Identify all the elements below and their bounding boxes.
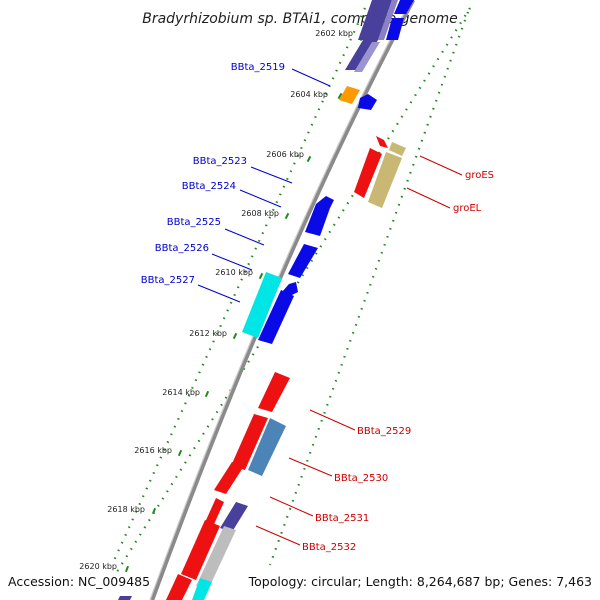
gene-feature — [368, 152, 402, 208]
gene-feature — [354, 42, 380, 72]
gene-feature — [358, 94, 377, 110]
gene-label: BBta_2526 — [155, 243, 209, 254]
gene-feature — [192, 578, 212, 600]
gene-feature — [339, 86, 360, 104]
kbp-major-ticks — [124, 34, 365, 573]
gene-feature — [305, 196, 334, 236]
gene-feature — [220, 502, 248, 532]
gene-feature — [288, 244, 318, 278]
gene-feature — [258, 372, 290, 412]
gene-feature — [258, 290, 294, 344]
tick-label: 2602 kbp — [315, 29, 353, 38]
accession-text: Accession: NC_009485 — [8, 574, 150, 589]
gene-feature — [394, 0, 414, 14]
gene-label: BBta_2530 — [334, 473, 388, 484]
tick-label: 2608 kbp — [241, 209, 279, 218]
tick-label: 2612 kbp — [189, 329, 227, 338]
tick-label: 2620 kbp — [79, 562, 117, 571]
gene-feature — [354, 148, 382, 198]
gene-feature — [378, 0, 398, 40]
tick-label: 2610 kbp — [215, 268, 253, 277]
gene-feature — [118, 596, 132, 600]
gene-feature — [166, 574, 192, 600]
gene-label: BBta_2525 — [167, 217, 221, 228]
gene-feature — [376, 136, 388, 148]
gene-label: groEL — [453, 203, 482, 214]
gene-label: BBta_2523 — [193, 156, 247, 167]
gene-label: BBta_2527 — [141, 275, 195, 286]
gene-feature — [358, 0, 392, 40]
right-gene-labels: groES groEL BBta_2529 BBta_2530 BBta_253… — [302, 170, 494, 553]
gene-label: BBta_2529 — [357, 426, 411, 437]
tick-label: 2606 kbp — [266, 150, 304, 159]
tick-label: 2604 kbp — [290, 90, 328, 99]
gene-feature — [242, 272, 282, 338]
map-title: Bradyrhizobium sp. BTAi1, complete genom… — [142, 11, 458, 27]
gene-feature — [248, 418, 286, 476]
gene-label: groES — [465, 170, 494, 181]
gene-features-right-strand — [192, 0, 414, 600]
tick-label: 2616 kbp — [134, 446, 172, 455]
gene-feature — [389, 142, 406, 156]
gene-features-left-strand — [118, 0, 398, 600]
gene-label: BBta_2531 — [315, 513, 369, 524]
gene-label: BBta_2524 — [182, 181, 236, 192]
gene-label: BBta_2519 — [231, 62, 285, 73]
tick-label: 2618 kbp — [107, 505, 145, 514]
kbp-tick-labels: 2602 kbp 2604 kbp 2606 kbp 2608 kbp 2610… — [79, 29, 353, 571]
left-leader-lines — [197, 68, 331, 303]
gene-feature — [214, 462, 244, 494]
outer-tick-ring — [114, 7, 471, 576]
gene-feature — [231, 414, 268, 470]
outer-ring-guide — [127, 0, 482, 578]
right-leader-lines — [255, 155, 463, 546]
left-gene-labels: BBta_2519 BBta_2523 BBta_2524 BBta_2525 … — [141, 62, 285, 286]
gene-feature — [181, 520, 220, 580]
genome-backbone — [149, 0, 415, 600]
backbone-highlight — [149, 0, 412, 600]
summary-text: Topology: circular; Length: 8,264,687 bp… — [248, 574, 592, 589]
gene-feature — [386, 18, 404, 40]
gene-label: BBta_2532 — [302, 542, 356, 553]
tick-label: 2614 kbp — [162, 388, 200, 397]
gene-feature — [196, 526, 236, 590]
